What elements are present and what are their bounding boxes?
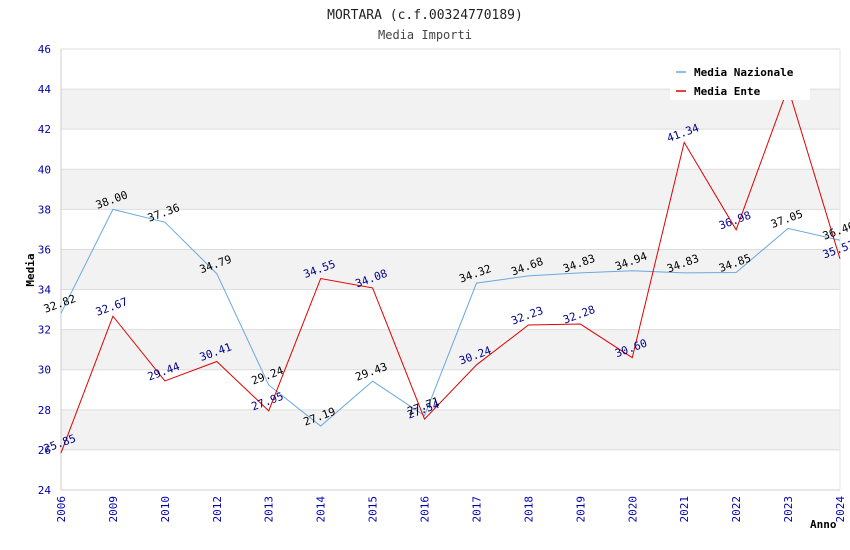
y-tick-label: 32 [38,324,51,337]
series-line-media-ente [60,86,841,454]
y-tick-label: 30 [38,364,51,377]
y-tick-label: 44 [38,83,52,96]
x-tick-label: 2020 [626,496,639,523]
y-tick-label: 36 [38,243,51,256]
series-line-media-nazionale [60,208,841,427]
chart-title: MORTARA (c.f.00324770189) [327,8,523,23]
data-label: 32.67 [94,295,130,319]
x-tick-label: 2006 [55,496,68,523]
x-tick-label: 2022 [730,496,743,523]
x-tick-label: 2017 [470,496,483,523]
x-tick-label: 2021 [678,496,691,523]
y-axis-label: Media [24,253,37,286]
y-tick-label: 28 [38,404,51,417]
y-tick-label: 34 [38,284,52,297]
legend-entry: Media Nazionale [694,66,794,79]
x-tick-label: 2018 [522,496,535,523]
legend-box [670,58,810,100]
x-tick-label: 2019 [574,496,587,523]
y-tick-label: 46 [38,43,51,56]
y-tick-label: 40 [38,163,51,176]
grid-band [61,169,840,210]
x-tick-label: 2024 [834,496,847,523]
x-tick-label: 2010 [159,496,172,523]
data-label: 37.05 [769,207,805,231]
data-label: 32.28 [561,303,597,327]
axes [60,49,841,491]
y-tick-label: 24 [38,484,52,497]
y-tick-label: 42 [38,123,51,136]
legend-entry: Media Ente [694,85,761,98]
x-tick-label: 2013 [263,496,276,523]
x-tick-label: 2009 [107,496,120,523]
x-tick-label: 2014 [315,496,328,523]
x-tick-label: 2015 [367,496,380,523]
y-tick-labels: 24 26 28 30 32 34 36 38 40 42 44 46 [38,43,52,497]
x-tick-labels: 2006 2009 2010 2012 2013 2014 2015 2016 2017 2018… [55,496,847,523]
x-tick-label: 2012 [211,496,224,523]
gridlines [61,48,840,491]
x-tick-label: 2023 [782,496,795,523]
y-tick-label: 38 [38,203,51,216]
data-label: 32.23 [509,304,545,328]
grid-band [61,249,840,290]
x-axis-label: Anno [810,518,837,531]
grid-band [61,409,840,450]
legend: Media Nazionale Media Ente [670,58,810,100]
series-lines [60,86,841,454]
data-label: 25.85 [42,432,78,456]
chart-subtitle: Media Importi [378,28,472,42]
x-tick-label: 2016 [419,496,432,523]
y-tick-label: 26 [38,444,51,457]
